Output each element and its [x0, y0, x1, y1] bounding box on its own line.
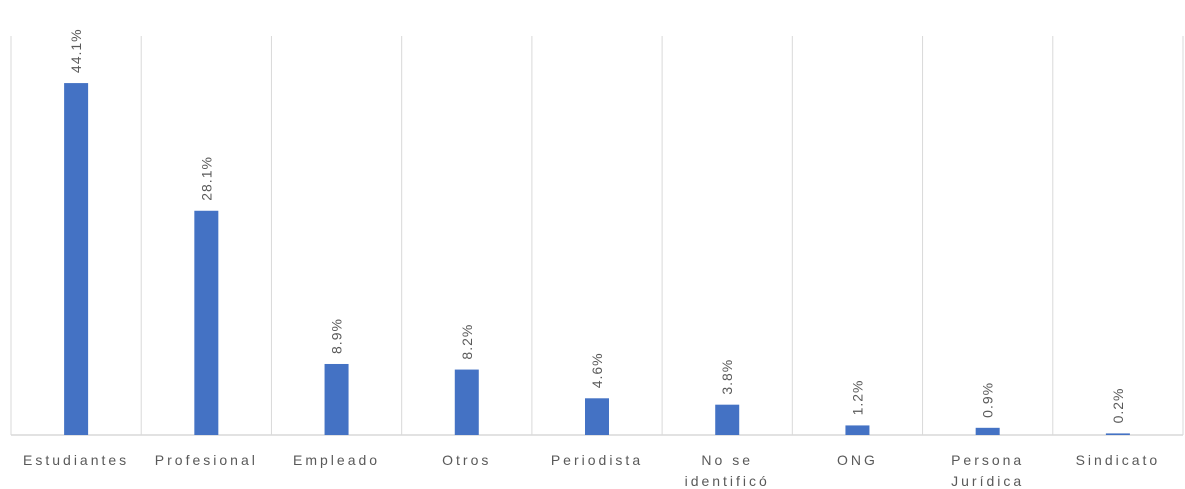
- data-label: 8.9%: [329, 318, 345, 354]
- data-label: 4.6%: [589, 352, 605, 388]
- bar: [454, 369, 479, 435]
- data-label: 28.1%: [198, 156, 214, 201]
- data-label: 0.9%: [980, 382, 996, 418]
- x-tick-label: Estudiantes: [23, 452, 130, 468]
- data-label: 3.8%: [719, 359, 735, 395]
- x-tick-label: ONG: [836, 452, 878, 468]
- bar: [1105, 433, 1130, 435]
- data-label: 1.2%: [849, 380, 865, 416]
- bar: [194, 210, 219, 435]
- x-tick-label: No se identificó: [684, 452, 770, 489]
- bar: [845, 425, 870, 435]
- x-tick-label: Persona Jurídica: [951, 452, 1025, 489]
- x-tick-label: Sindicato: [1075, 452, 1161, 468]
- bar: [585, 398, 609, 435]
- x-tick-label: Otros: [442, 452, 492, 468]
- data-label: 0.2%: [1110, 387, 1126, 423]
- data-label: 8.2%: [459, 324, 475, 360]
- bar: [324, 363, 349, 435]
- data-label: 44.1%: [68, 28, 84, 73]
- x-tick-label: Empleado: [293, 452, 381, 468]
- bar: [715, 404, 740, 435]
- x-tick-label: Profesional: [154, 452, 258, 468]
- bar: [975, 427, 1000, 435]
- x-tick-label: Periodista: [550, 452, 644, 468]
- bar: [64, 83, 89, 435]
